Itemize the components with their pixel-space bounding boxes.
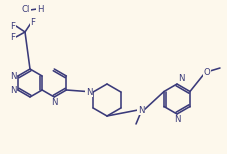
Text: N: N bbox=[137, 105, 144, 115]
Text: N: N bbox=[10, 85, 17, 95]
Text: O: O bbox=[203, 67, 210, 77]
Text: H: H bbox=[37, 4, 43, 14]
Text: N: N bbox=[177, 74, 184, 83]
Text: N: N bbox=[10, 71, 17, 81]
Text: N: N bbox=[85, 87, 92, 97]
Text: F: F bbox=[30, 18, 35, 26]
Text: N: N bbox=[51, 98, 57, 107]
Text: F: F bbox=[10, 32, 15, 41]
Text: N: N bbox=[173, 115, 180, 124]
Text: Cl: Cl bbox=[22, 4, 30, 14]
Text: F: F bbox=[10, 22, 15, 30]
